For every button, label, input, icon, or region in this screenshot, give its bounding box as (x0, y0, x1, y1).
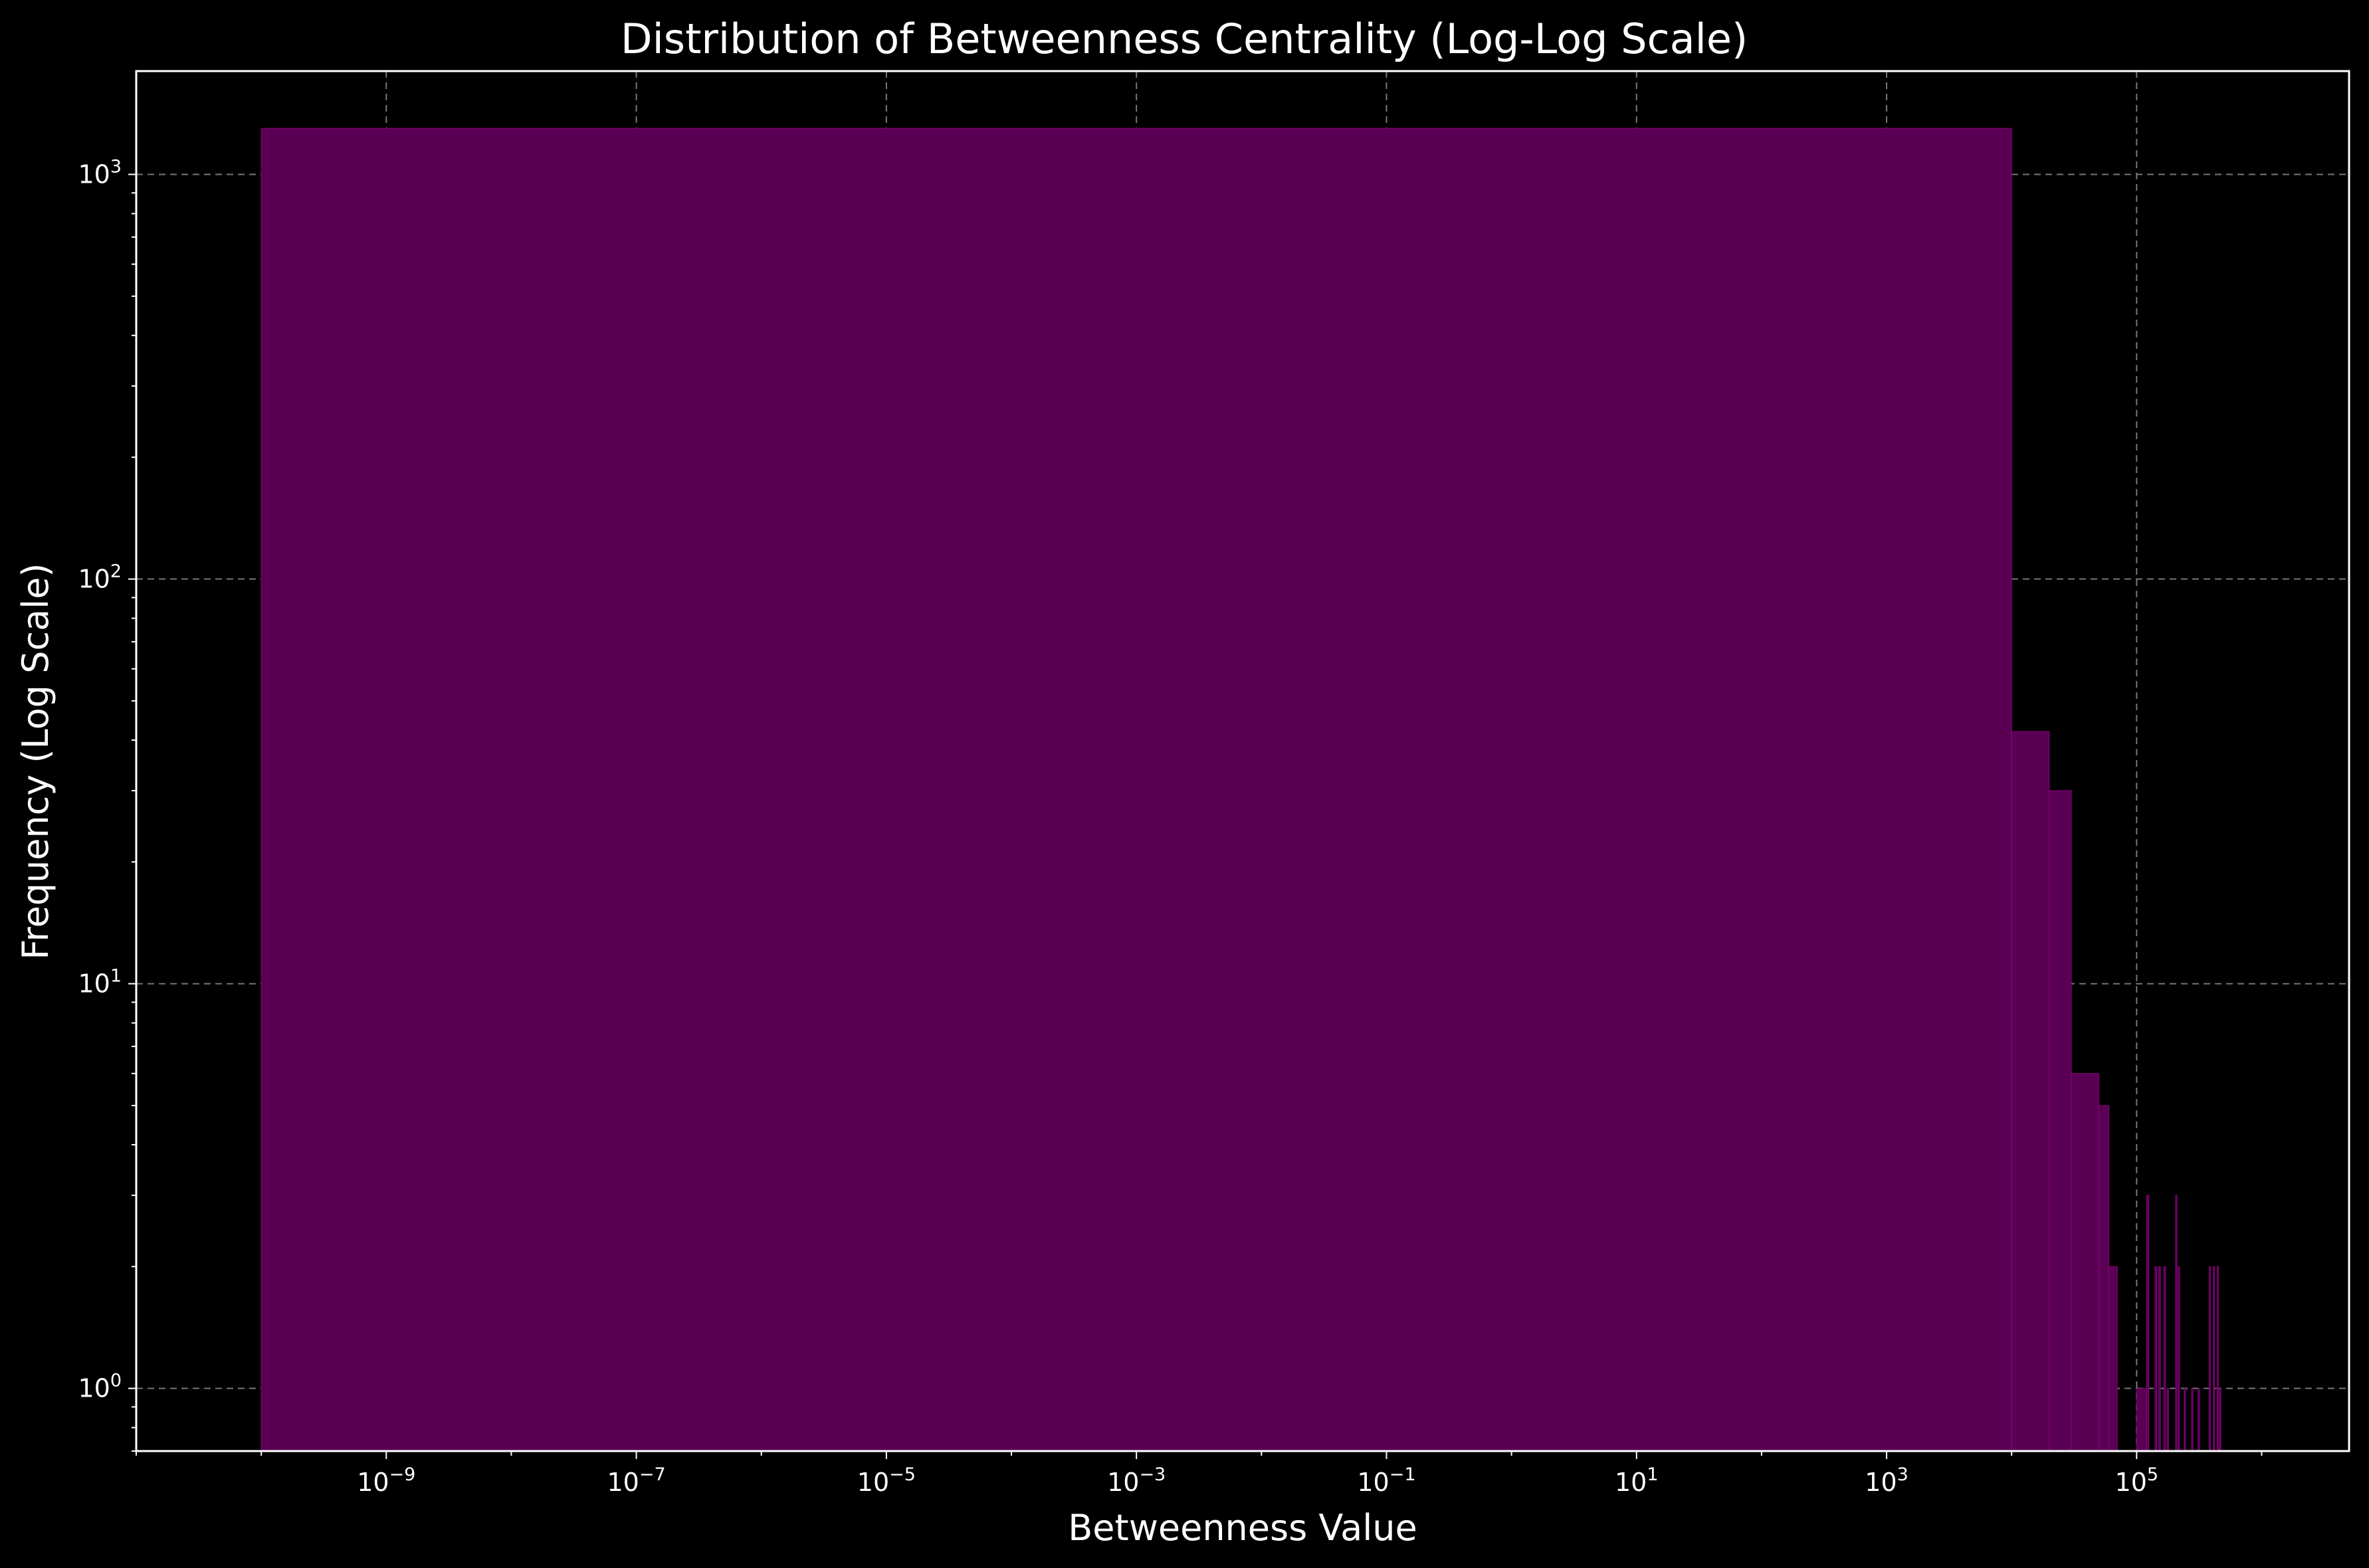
plot-area-frame (135, 70, 2350, 1452)
x-tick-label: 10−7 (607, 1464, 666, 1497)
histogram-bar (2208, 1266, 2211, 1452)
histogram-bar (2136, 1388, 2147, 1452)
y-tick-label: 102 (78, 561, 122, 594)
x-tick-label: 10−9 (357, 1464, 415, 1497)
histogram-bar (2178, 1266, 2180, 1452)
histogram-bar (2011, 731, 2050, 1452)
histogram-bar (2146, 1195, 2150, 1452)
histogram-bar (2216, 1266, 2219, 1452)
histogram-bar (2166, 1388, 2169, 1452)
histogram-bar (2198, 1388, 2200, 1452)
x-tick-label: 10−5 (857, 1464, 916, 1497)
y-tick-label: 101 (78, 966, 122, 999)
histogram-bar (2219, 1388, 2221, 1452)
histogram-bar (2213, 1266, 2215, 1452)
x-tick-label: 10−1 (1357, 1464, 1415, 1497)
histogram-bar (2175, 1195, 2178, 1452)
histogram-bar (2071, 1073, 2100, 1452)
ticks: 10−9 10−7 10−5 10−3 10−1 101 103 105 100 101 102 10… (78, 156, 2263, 1497)
x-tick-label: 103 (1865, 1464, 1908, 1497)
histogram-bar (2158, 1266, 2161, 1452)
histogram-bar (2109, 1266, 2118, 1452)
chart-title: Distribution of Betweenness Centrality (… (621, 15, 1748, 63)
x-tick-label: 101 (1615, 1464, 1659, 1497)
histogram-bar (2163, 1266, 2166, 1452)
x-tick-label: 10−3 (1107, 1464, 1166, 1497)
y-tick-label: 103 (78, 156, 122, 189)
histogram-bar (2191, 1388, 2194, 1452)
histogram-bar (2184, 1388, 2186, 1452)
bars (260, 128, 2221, 1452)
y-tick-label: 100 (78, 1371, 122, 1403)
histogram-bar (2099, 1105, 2110, 1452)
histogram-bar (2154, 1266, 2158, 1452)
x-axis-label: Betweenness Value (1068, 1507, 1417, 1549)
y-axis-label: Frequency (Log Scale) (15, 563, 56, 959)
histogram-bar (2049, 790, 2072, 1452)
x-tick-label: 105 (2115, 1464, 2159, 1497)
histogram-bar (260, 128, 2012, 1452)
